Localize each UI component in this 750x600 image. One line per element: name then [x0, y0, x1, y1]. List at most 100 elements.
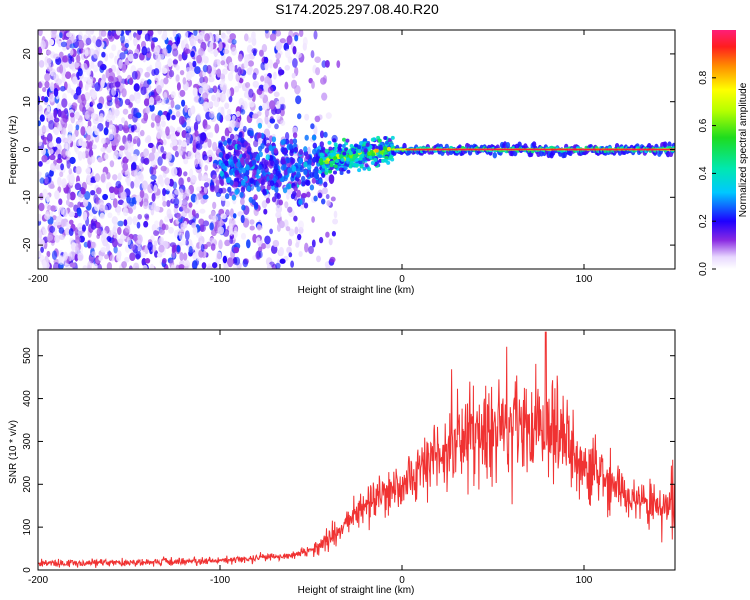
- spectrogram-cell: [303, 161, 308, 168]
- spectrogram-cell: [200, 243, 205, 252]
- spectrogram-cell: [303, 202, 309, 209]
- spectrogram-cell: [71, 102, 78, 109]
- spectrogram-cell: [317, 192, 323, 199]
- spectrogram-cell: [117, 220, 124, 227]
- spectrogram-cell: [90, 222, 97, 230]
- spectrogram-cell: [268, 145, 273, 152]
- spectrogram-cell: [323, 181, 328, 188]
- spectrogram-cell: [279, 258, 286, 264]
- spectrogram-cell: [75, 124, 80, 131]
- y-tick-label: 0: [22, 567, 33, 573]
- spectrogram-cell: [325, 263, 331, 269]
- spectrogram-cell: [49, 93, 56, 103]
- spectrogram-cell: [371, 152, 375, 157]
- spectrogram-cell: [69, 175, 76, 184]
- spectrogram-cell: [129, 252, 136, 262]
- spectrogram-cell: [106, 262, 113, 269]
- spectrogram-cell: [432, 148, 436, 151]
- spectrogram-cell: [176, 228, 182, 236]
- spectrogram-cell: [389, 155, 394, 160]
- spectrogram-cell: [291, 165, 297, 172]
- spectrogram-cell: [319, 161, 324, 166]
- spectrogram-cell: [301, 175, 306, 182]
- spectrogram-cell: [229, 226, 234, 237]
- spectrogram-cell: [309, 184, 315, 191]
- spectrogram-cell: [378, 144, 383, 149]
- spectrogram-cell: [286, 246, 292, 254]
- spectrogram-cell: [129, 197, 135, 207]
- spectrogram-cell: [258, 151, 263, 158]
- spectrogram-cell: [102, 238, 109, 247]
- spectrogram-cell: [211, 94, 217, 102]
- spectrogram-cell: [166, 200, 171, 207]
- spectrogram-cell: [321, 146, 325, 151]
- spectrogram-cell: [257, 132, 262, 139]
- spectrogram-cell: [198, 87, 204, 94]
- spectrogram-cell: [550, 148, 555, 151]
- spectrogram-cell: [50, 205, 56, 212]
- colorbar-ticks: 0.0 0.2 0.4 0.6 0.8: [698, 70, 716, 276]
- spectrogram-cell: [168, 226, 174, 234]
- spectrogram-cell: [293, 146, 299, 153]
- spectrogram-cell: [244, 169, 250, 176]
- spectrogram-cell: [194, 130, 199, 137]
- spectrogram-cell: [346, 169, 351, 174]
- spectrogram-cell: [154, 220, 159, 227]
- spectrogram-cell: [199, 208, 206, 214]
- spectrogram-cell: [280, 139, 285, 146]
- spectrogram-cell: [426, 148, 430, 151]
- spectrogram-cell: [370, 137, 375, 142]
- spectrogram-cell: [143, 112, 149, 122]
- spectrogram-cell: [231, 39, 237, 45]
- spectrogram-cell: [127, 53, 134, 62]
- spectrogram-cell: [119, 52, 126, 60]
- spectrogram-cell: [281, 158, 286, 165]
- spectrogram-cell: [567, 148, 572, 151]
- spectrogram-cell: [61, 74, 66, 83]
- spectrogram-cell: [308, 245, 314, 255]
- spectrogram-cell: [272, 239, 280, 248]
- spectrogram-cell: [153, 229, 160, 237]
- spectrogram-cell: [214, 184, 220, 194]
- spectrogram-cell: [162, 187, 167, 197]
- spectrogram-cell: [207, 263, 212, 269]
- spectrogram-cell: [244, 158, 250, 164]
- figure-title: S174.2025.297.08.40.R20: [275, 1, 439, 17]
- spectrogram-cell: [44, 109, 52, 119]
- spectrogram-cell: [311, 80, 315, 89]
- spectrogram-cell: [44, 73, 51, 82]
- spectrogram-cell: [198, 218, 205, 225]
- spectrogram-cell: [60, 206, 65, 215]
- spectrogram-cell: [41, 95, 45, 102]
- spectrogram-cell: [128, 265, 133, 269]
- spectrogram-cell: [121, 261, 127, 269]
- spectrogram-cell: [292, 132, 298, 139]
- spectrogram-cell: [234, 121, 241, 128]
- spectrogram-cell: [171, 251, 176, 259]
- spectrogram-cell: [201, 92, 209, 101]
- spectrogram-cell: [252, 233, 257, 243]
- spectrogram-cell: [241, 100, 248, 111]
- spectrogram-cell: [387, 146, 391, 151]
- spectrogram-cell: [241, 204, 246, 211]
- spectrogram-cell: [240, 214, 245, 224]
- spectrogram-cell: [39, 114, 45, 122]
- spectrogram-cell: [128, 77, 134, 86]
- spectrogram-cell: [246, 137, 253, 143]
- spectrogram-cell: [129, 94, 135, 102]
- spectrogram-cell: [144, 258, 151, 264]
- spectrogram-cell: [219, 170, 224, 177]
- spectrogram-cell: [69, 262, 76, 268]
- spectrogram-cell: [175, 110, 181, 118]
- spectrogram-cell: [275, 262, 281, 269]
- spectrogram-cell: [204, 124, 211, 130]
- spectrogram-cell: [295, 241, 300, 248]
- spectrogram-cell: [47, 204, 52, 211]
- spectrogram-cell: [233, 226, 238, 233]
- spectrogram-cell: [106, 235, 112, 242]
- spectrogram-cell: [151, 192, 156, 202]
- spectrogram-cell: [107, 212, 113, 219]
- spectrogram-cell: [378, 154, 382, 159]
- spectrogram-cell: [69, 43, 76, 49]
